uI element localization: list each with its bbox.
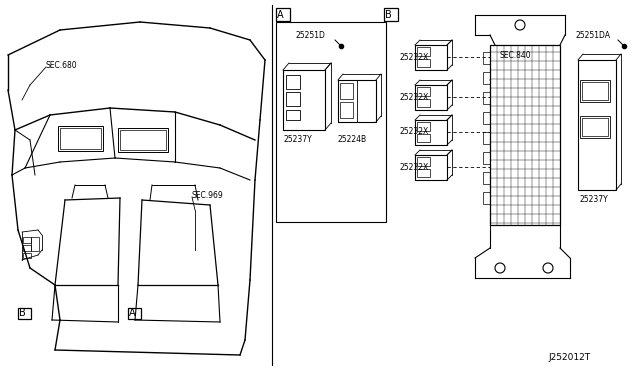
Text: 25237Y: 25237Y <box>580 196 609 205</box>
Bar <box>417 59 430 67</box>
Text: SEC.969: SEC.969 <box>192 190 224 199</box>
Bar <box>286 92 300 106</box>
Bar <box>286 110 300 120</box>
Bar <box>340 83 353 99</box>
Bar <box>415 120 447 145</box>
Text: SEC.840: SEC.840 <box>500 51 532 60</box>
Text: 25232X: 25232X <box>400 52 429 61</box>
Bar <box>417 99 430 107</box>
Text: 25232X: 25232X <box>400 93 429 102</box>
Text: B: B <box>385 10 392 19</box>
Bar <box>417 47 430 56</box>
Bar <box>338 80 376 122</box>
Bar <box>286 75 300 89</box>
Bar <box>580 116 610 138</box>
Bar <box>340 102 353 118</box>
Bar <box>276 22 386 222</box>
Bar <box>483 52 490 64</box>
Bar <box>490 45 560 225</box>
Text: 25237Y: 25237Y <box>283 135 312 144</box>
Text: 25251D: 25251D <box>296 31 326 39</box>
Bar <box>483 172 490 184</box>
Text: 25251DA: 25251DA <box>575 31 610 39</box>
Bar <box>582 82 608 100</box>
Bar <box>483 192 490 204</box>
Bar <box>483 152 490 164</box>
Bar <box>60 128 101 149</box>
Bar <box>417 122 430 131</box>
Bar <box>58 126 103 151</box>
Text: 25224B: 25224B <box>338 135 367 144</box>
Bar <box>338 80 357 122</box>
Bar <box>23 237 31 243</box>
Text: A: A <box>129 308 136 318</box>
Text: J252012T: J252012T <box>548 353 590 362</box>
Bar <box>415 155 447 180</box>
Bar <box>31 237 39 251</box>
Text: SEC.680: SEC.680 <box>46 61 77 70</box>
Bar <box>417 169 430 177</box>
Bar <box>415 85 447 110</box>
Bar <box>18 308 31 319</box>
Bar <box>128 308 141 319</box>
Text: 25232X: 25232X <box>400 163 429 171</box>
Bar <box>120 130 166 150</box>
Bar <box>582 118 608 136</box>
Bar <box>417 87 430 96</box>
Text: B: B <box>19 308 26 318</box>
Bar <box>23 245 31 251</box>
Bar <box>23 253 31 258</box>
Bar <box>276 8 290 21</box>
Bar <box>580 80 610 102</box>
Text: 25232X: 25232X <box>400 128 429 137</box>
Bar <box>483 132 490 144</box>
Bar <box>415 45 447 70</box>
Bar <box>483 72 490 84</box>
Text: A: A <box>277 10 284 19</box>
Bar <box>384 8 398 21</box>
Bar <box>417 157 430 166</box>
Bar <box>118 128 168 152</box>
Bar <box>417 134 430 142</box>
Bar <box>283 70 325 130</box>
Bar <box>483 112 490 124</box>
Bar <box>483 92 490 104</box>
Bar <box>578 60 616 190</box>
